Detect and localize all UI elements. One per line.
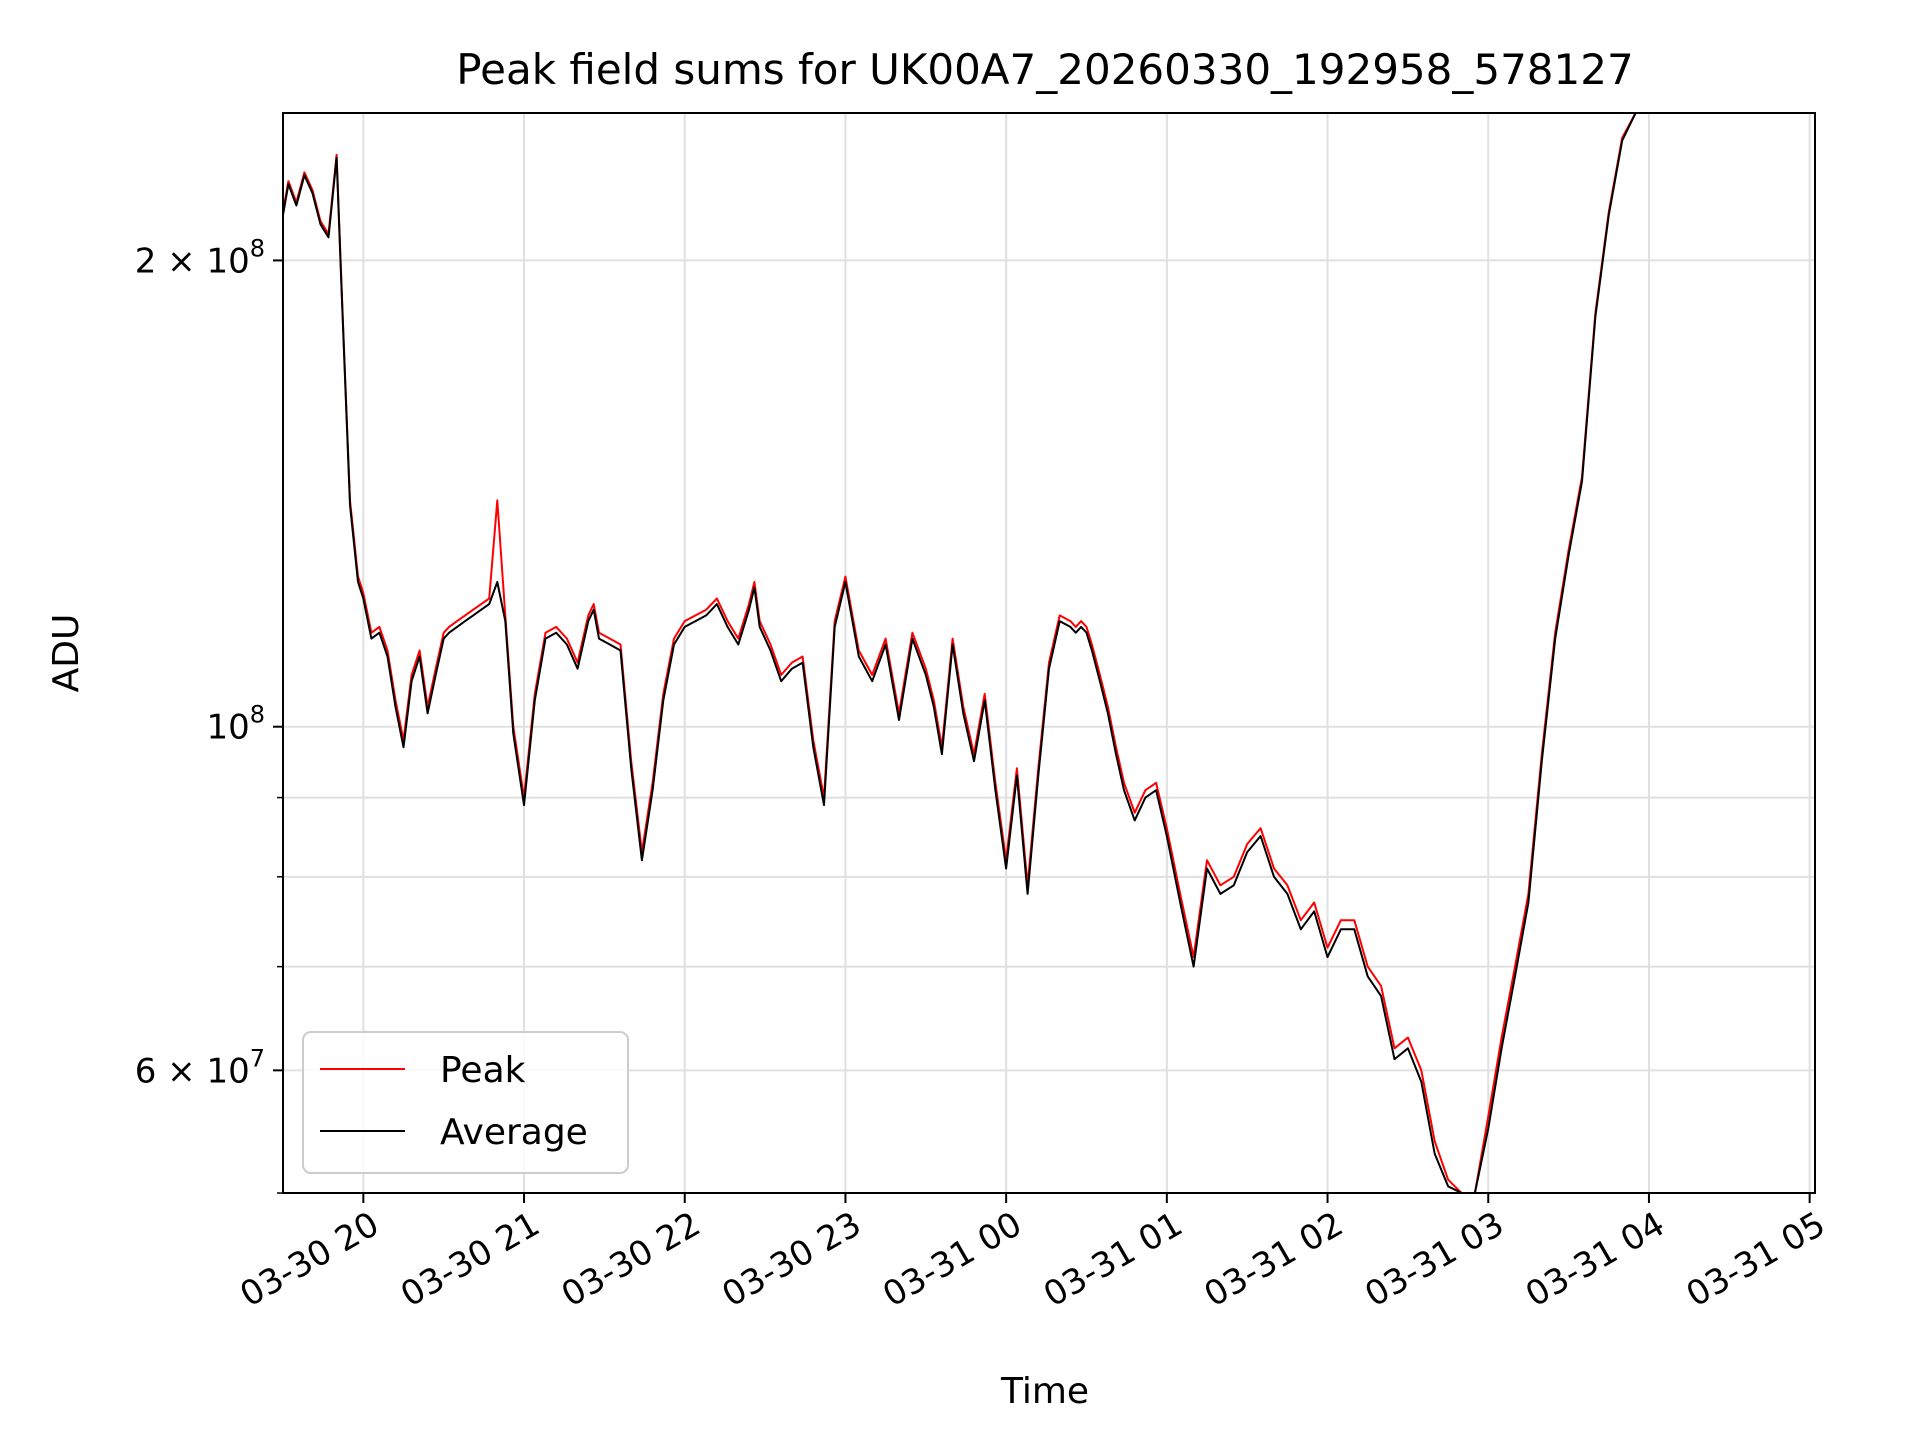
x-axis-label: Time: [1000, 1371, 1089, 1412]
plot-frame: [282, 112, 1816, 1194]
legend-box: [302, 1031, 629, 1174]
series-layer: [283, 113, 1770, 1193]
legend-label-average: Average: [440, 1112, 588, 1153]
y-axis-ticks: 6 × 107 108 2 × 108: [135, 234, 283, 1194]
y-axis-label: ADU: [46, 614, 87, 693]
legend-label-peak: Peak: [440, 1050, 526, 1091]
series-line-peak: [283, 113, 1770, 1193]
chart-title: Peak field sums for UK00A7_20260330_1929…: [456, 45, 1633, 94]
y-tick-label: 2 × 108: [135, 234, 265, 281]
legend: Peak Average: [302, 1031, 629, 1174]
y-tick-label: 6 × 107: [135, 1044, 265, 1091]
y-tick-label: 108: [206, 701, 265, 748]
series-line-average: [283, 113, 1770, 1193]
